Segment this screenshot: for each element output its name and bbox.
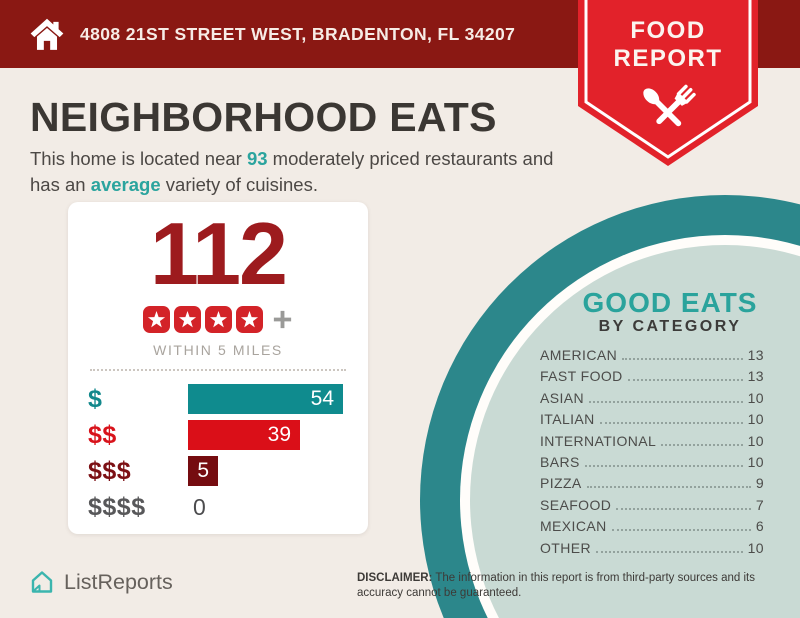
category-count: 10	[747, 453, 764, 470]
badge-ribbon-shape	[578, 0, 758, 166]
star-icon	[204, 305, 232, 333]
brand-name: ListReports	[64, 569, 173, 594]
category-name: BARS	[540, 453, 580, 470]
food-report-badge: FOOD REPORT	[578, 0, 758, 170]
brand-house-icon	[31, 571, 53, 593]
category-row: INTERNATIONAL 10	[540, 433, 764, 454]
category-name: OTHER	[540, 539, 591, 556]
good-eats-title: GOOD EATS	[582, 287, 758, 318]
dotted-leader	[584, 464, 743, 467]
price-tier-row: $$ 39	[68, 420, 368, 450]
category-row: AMERICAN 13	[540, 347, 764, 368]
dotted-leader	[589, 400, 743, 403]
star-icon	[173, 305, 201, 333]
dotted-leader	[596, 550, 743, 553]
good-eats-subtitle: BY CATEGORY	[598, 318, 742, 335]
brand-logo: ListReports	[28, 568, 173, 596]
category-count: 6	[755, 518, 764, 535]
dotted-leader	[627, 379, 743, 382]
category-name: INTERNATIONAL	[540, 432, 657, 449]
dotted-leader	[661, 443, 743, 446]
category-name: ASIAN	[540, 389, 585, 406]
category-name: MEXICAN	[540, 518, 607, 535]
star-rating	[68, 305, 368, 333]
category-count: 10	[747, 432, 764, 449]
category-name: AMERICAN	[540, 347, 618, 363]
badge-title-line1: FOOD	[630, 17, 706, 44]
card-divider	[90, 369, 346, 371]
category-row: MEXICAN 6	[540, 518, 764, 539]
tier-value: 5	[197, 459, 209, 482]
tier-bar: 54	[188, 384, 343, 414]
intro-mid2: has an	[30, 173, 91, 195]
variety-highlight: average	[90, 173, 161, 195]
tier-label: $$$	[88, 456, 132, 485]
intro-pre: This home is located near	[30, 148, 247, 169]
radius-label: WITHIN 5 MILES	[153, 342, 283, 358]
tier-label: $	[88, 384, 103, 413]
tier-bar: 5	[188, 456, 218, 486]
category-row: ITALIAN 10	[540, 411, 764, 432]
disclaimer-text: The information in this report is from t…	[357, 572, 755, 599]
disclaimer-label: DISCLAIMER:	[357, 572, 433, 584]
disclaimer: DISCLAIMER: The information in this repo…	[357, 571, 769, 601]
star-icon	[235, 305, 263, 333]
category-row: OTHER 10	[540, 540, 764, 561]
category-count: 10	[747, 411, 764, 428]
property-address: 4808 21ST STREET WEST, BRADENTON, FL 342…	[80, 23, 516, 44]
tier-value: 39	[267, 423, 291, 446]
plus-icon	[273, 310, 291, 328]
price-tier-row: $$$$ 0	[68, 492, 368, 522]
price-tier-row: $$$ 5	[68, 456, 368, 486]
tier-label: $$$$	[88, 492, 146, 521]
category-count: 7	[755, 496, 764, 513]
tier-label: $$	[88, 420, 117, 449]
category-count: 10	[747, 539, 764, 556]
category-name: SEAFOOD	[540, 496, 612, 513]
star-icon	[142, 305, 170, 333]
dotted-leader	[611, 529, 751, 532]
tier-bar: 39	[188, 420, 300, 450]
category-name: ITALIAN	[540, 411, 595, 428]
utensils-icon	[643, 84, 696, 127]
category-count: 13	[747, 347, 764, 363]
category-list: AMERICAN 13 FAST FOOD 13 ASIAN 10 ITALIA…	[540, 347, 764, 561]
intro-text: This home is located near 93 moderately …	[30, 146, 605, 197]
price-tier-row: $ 54	[68, 384, 368, 414]
intro-post: variety of cuisines.	[160, 173, 318, 195]
tier-bar: 0	[188, 492, 206, 522]
restaurant-stats-card: 112 WITHIN 5 MILES $ 54 $$ 39	[68, 202, 368, 534]
badge-title-line2: REPORT	[613, 45, 723, 72]
category-row: SEAFOOD 7	[540, 497, 764, 518]
dotted-leader	[586, 486, 751, 489]
intro-mid1: moderately priced restaurants and	[267, 148, 554, 169]
category-name: PIZZA	[540, 475, 582, 492]
category-name: FAST FOOD	[540, 368, 623, 385]
category-row: PIZZA 9	[540, 475, 764, 496]
category-count: 10	[747, 389, 764, 406]
category-row: BARS 10	[540, 454, 764, 475]
dotted-leader	[599, 422, 743, 425]
dotted-leader	[616, 507, 751, 510]
page-title: NEIGHBORHOOD EATS	[30, 94, 497, 140]
price-bars: $ 54 $$ 39 $$$ 5 $$$$ 0	[68, 384, 368, 522]
category-count: 9	[755, 475, 764, 492]
restaurant-count: 93	[246, 148, 268, 169]
tier-value: 0	[193, 493, 206, 520]
category-row: ASIAN 10	[540, 390, 764, 411]
category-count: 13	[747, 368, 764, 385]
total-restaurant-count: 112	[150, 204, 288, 303]
dotted-leader	[622, 358, 743, 360]
category-row: FAST FOOD 13	[540, 368, 764, 389]
tier-value: 54	[310, 387, 334, 410]
home-icon	[30, 18, 64, 50]
